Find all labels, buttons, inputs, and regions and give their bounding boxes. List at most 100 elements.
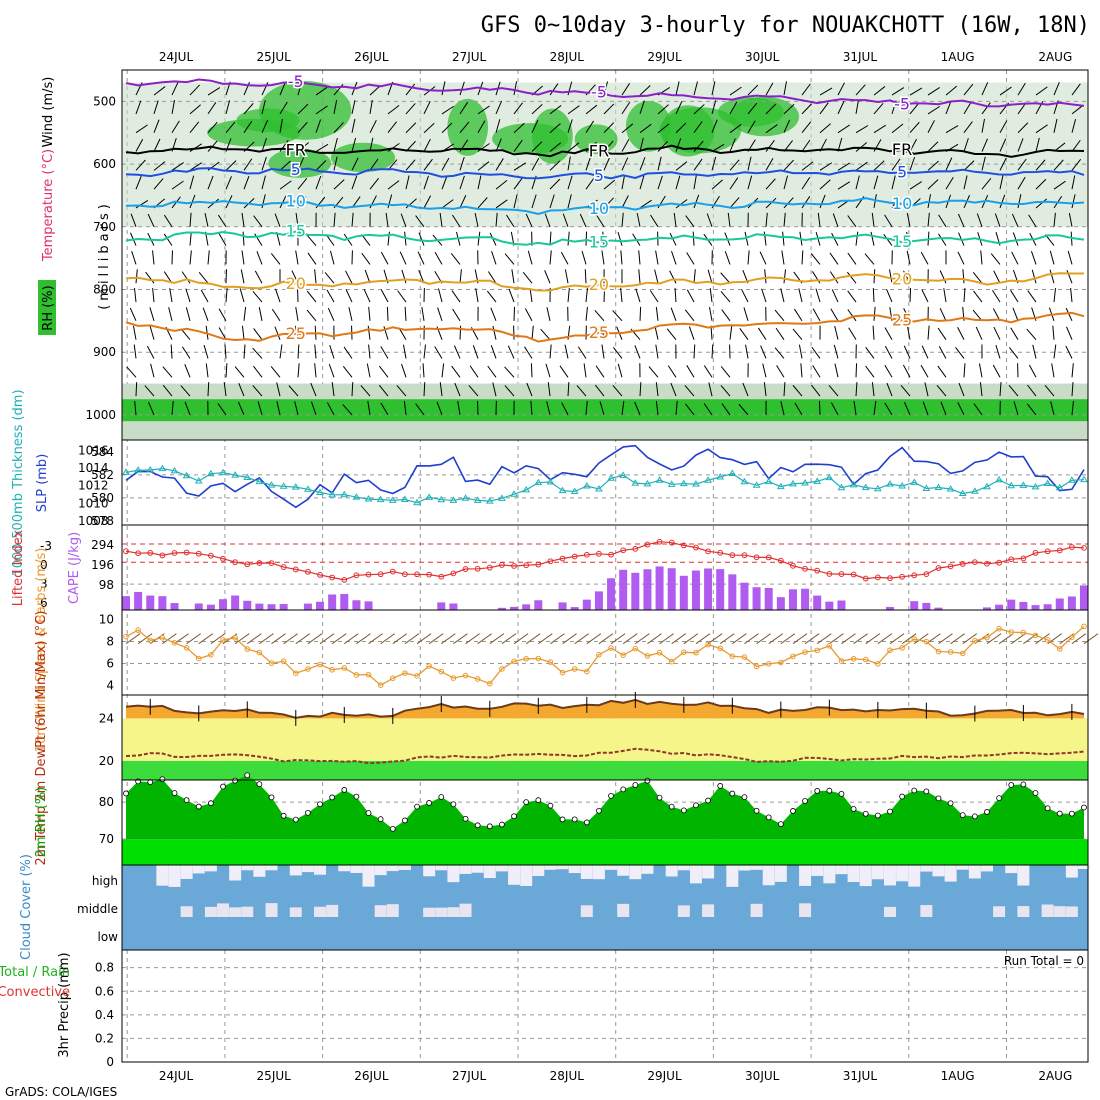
surface-wind-barb [768,633,783,645]
thickness-marker [643,479,652,487]
thickness-marker [401,495,409,503]
wind-barb [693,81,698,96]
wind-barb [819,123,831,134]
wind-barb [612,385,623,397]
high-cloud-bar [459,865,472,874]
wind-barb [783,81,787,96]
lifted-tick: 6 [40,596,48,610]
cape-bar [219,599,228,610]
wind-barb [549,105,562,115]
wind-barb [906,325,911,340]
thickness-marker [340,490,349,498]
wind-barb [274,213,281,227]
wind-speed-marker [571,666,578,672]
high-cloud-bar [774,865,787,882]
wind-barb [351,212,354,227]
wind-barb [1065,307,1073,322]
rh-shading-surface [122,399,1088,422]
thickness-marker [619,471,628,478]
wind-barb [270,366,281,378]
wind-barb [153,161,166,171]
lifted-index-marker [741,552,748,559]
wind-barb [504,366,515,378]
thickness-marker [886,480,894,487]
wind-barb [385,212,389,227]
wind-barb [185,288,191,303]
high-cloud-bar [750,865,763,870]
surface-wind-barb [683,633,699,645]
wind-barb [891,175,896,190]
wind-barb [513,102,523,115]
wind-barb [891,123,904,134]
lifted-index-marker [280,564,287,570]
wind-barb [527,250,533,265]
thickness-marker [679,479,688,487]
wind-barb [978,363,983,378]
wind-barb [567,105,580,115]
wind-barb [693,121,703,134]
wind-barb [711,156,717,171]
wind-barb [135,175,142,190]
surface-wind-barb [416,633,432,645]
wind-barb [153,86,166,96]
wind-barb [729,177,739,190]
wind-barb [635,288,641,303]
wind-barb [747,156,752,171]
thickness-marker [194,476,203,484]
high-cloud-bar [168,865,181,887]
wind-speed-marker [729,653,736,660]
thickness-marker [1031,482,1040,490]
wind-barb [693,194,700,209]
isotherm-label: 25 [589,323,609,342]
wind-barb [513,306,516,321]
wind-barb [579,213,587,227]
wind-barb [567,119,573,133]
wind-barb [256,251,263,265]
surface-wind-barb [901,633,917,645]
lifted-index-marker [268,560,275,567]
thickness-marker [219,468,227,476]
wind-barb [513,139,523,152]
wind-barb [380,346,389,359]
wind-barb [889,269,893,284]
cloud-level-label: low [98,930,119,944]
wind-barb [217,403,227,416]
wind-barb [253,215,263,228]
wind-barb [903,345,911,359]
wind-barb [189,250,192,265]
lifted-index-marker [717,549,724,556]
wind-barb [855,161,868,171]
wind-barb [1071,104,1084,115]
lifted-index-marker [414,571,420,578]
surface-wind-barb [610,633,626,645]
wind-barb [621,212,624,227]
cape-bar [1067,596,1076,610]
thickness-marker [461,494,470,501]
wind-barb [360,385,371,397]
temp-tick: 20 [99,754,114,768]
thickness-marker [485,497,494,504]
wind-barb [1051,363,1055,378]
wind-barb [655,250,659,265]
middle-cloud-bar [1053,906,1066,917]
surface-wind-barb [635,633,650,645]
wind-barb [152,250,155,265]
temp-line [125,698,1085,719]
wind-barb [274,288,281,303]
wind-barb [585,177,595,190]
middle-cloud-bar [883,906,896,917]
wind-barb [441,105,454,115]
wind-barb [1071,382,1074,397]
middle-cloud-bar [326,904,339,917]
surface-wind-barb [550,633,565,645]
wind-barb [405,103,416,115]
wind-barb [504,385,515,397]
slp-tick: 1016 [78,443,109,457]
middle-cloud-bar [1017,906,1030,917]
wind-barb [243,306,247,321]
surface-wind-barb [477,633,492,645]
wind-barb [1071,83,1081,96]
wind-barb [135,382,138,397]
rh-patch [729,96,800,137]
cape-bar [910,601,919,610]
